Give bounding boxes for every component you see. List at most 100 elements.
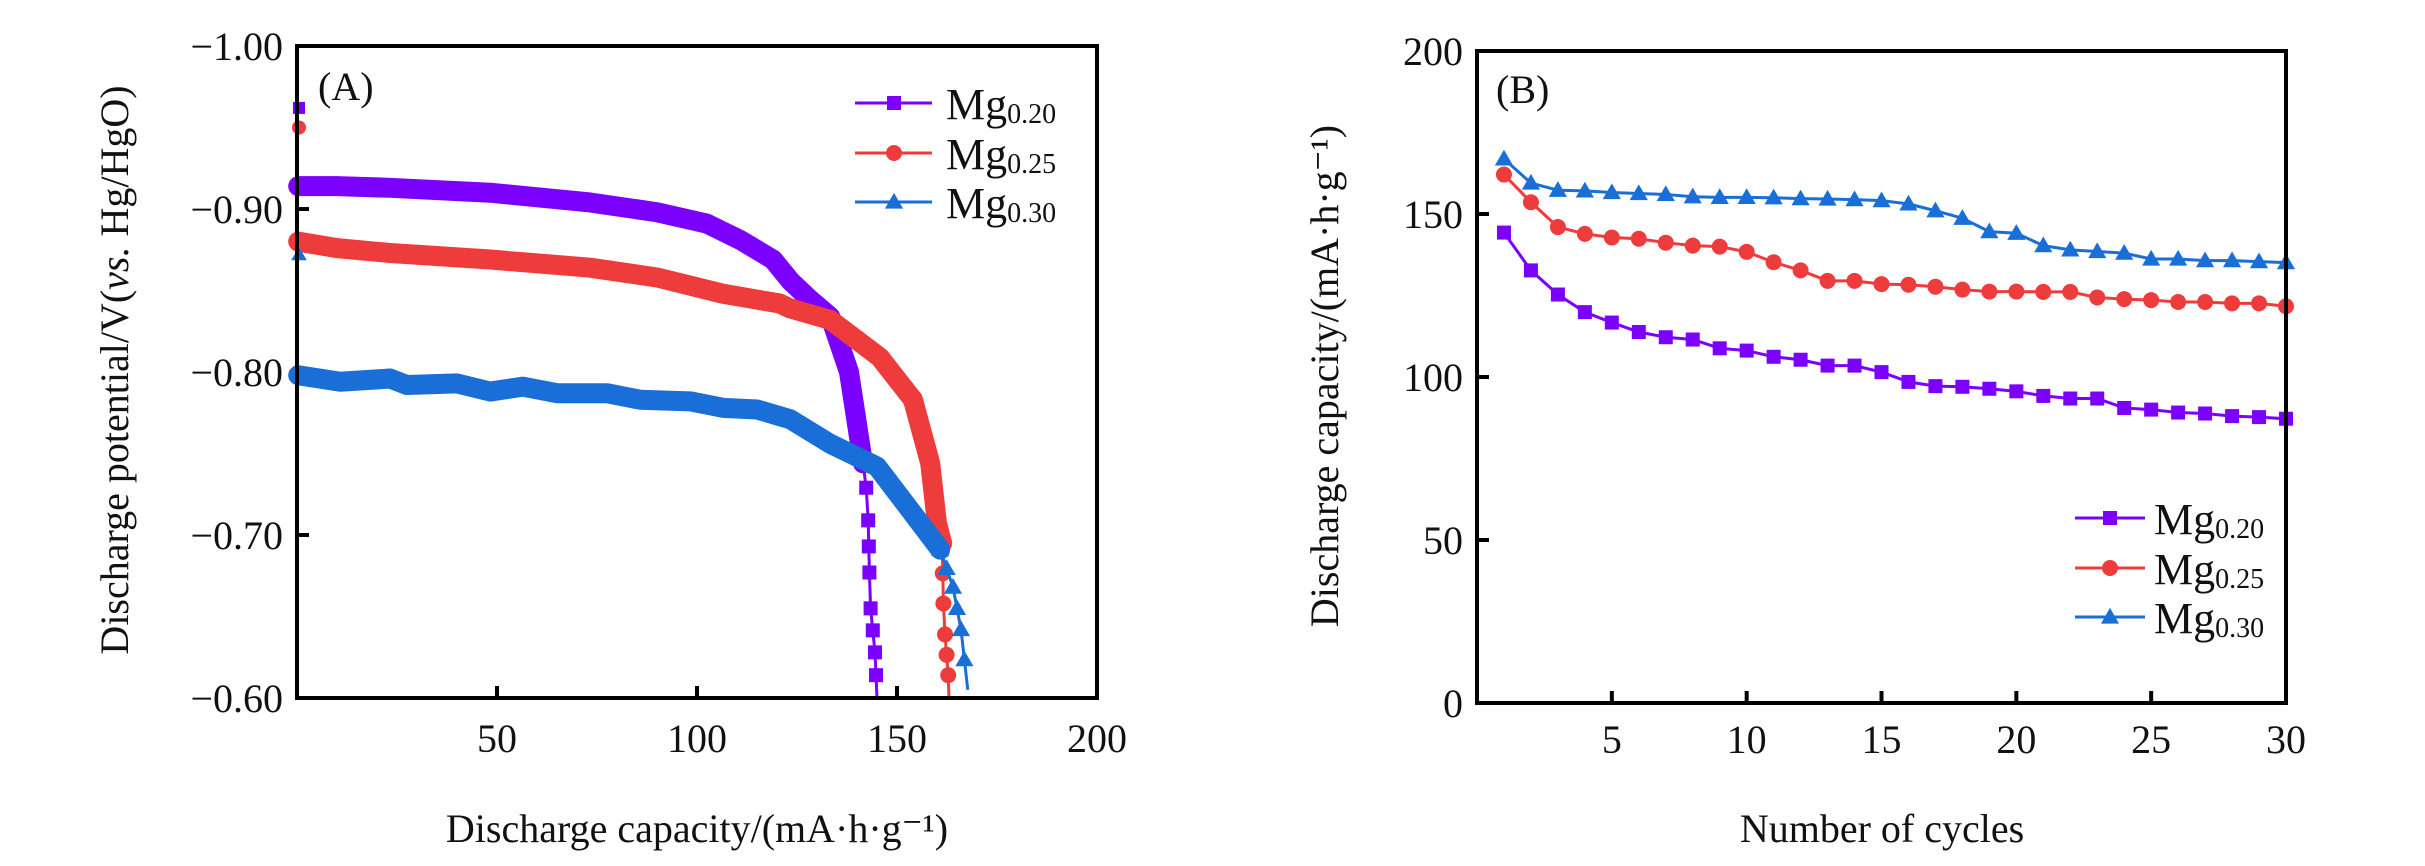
panel-b-x-axis-title: Number of cycles bbox=[1740, 806, 2024, 851]
series-line-tail bbox=[861, 463, 879, 699]
panel-b-label: (B) bbox=[1496, 67, 1549, 112]
data-point bbox=[1685, 332, 1700, 347]
legend-item-Mg0-20: Mg0.20 bbox=[2075, 495, 2264, 545]
data-point bbox=[861, 513, 876, 528]
series-line bbox=[1502, 157, 2287, 265]
data-point bbox=[863, 601, 878, 616]
series-Mg0-30 bbox=[1494, 149, 2296, 270]
data-point bbox=[1739, 343, 1754, 358]
data-point bbox=[1658, 330, 1673, 345]
legend-item-Mg0-25: Mg0.25 bbox=[2075, 545, 2264, 595]
panel-b-series bbox=[1494, 149, 2296, 426]
series-Mg0-30 bbox=[288, 246, 974, 691]
data-point bbox=[869, 668, 883, 683]
series-Mg0-25 bbox=[288, 120, 957, 699]
panel-b-plot-frame bbox=[1475, 49, 2288, 705]
legend-item-Mg0-30: Mg0.30 bbox=[2075, 594, 2264, 644]
data-point bbox=[1926, 201, 1945, 218]
data-point bbox=[2090, 391, 2105, 406]
y-tick-label: 100 bbox=[1403, 355, 1463, 400]
data-point bbox=[1819, 272, 1836, 289]
data-point bbox=[2251, 295, 2268, 312]
x-tick-label: 50 bbox=[477, 716, 517, 761]
data-point bbox=[1737, 188, 1756, 204]
y-tick-label: −0.60 bbox=[190, 676, 283, 721]
data-point bbox=[1549, 219, 1566, 236]
data-point bbox=[1766, 349, 1781, 364]
data-point bbox=[2198, 406, 2213, 421]
data-point bbox=[868, 645, 882, 660]
data-point bbox=[1602, 183, 1621, 200]
data-point bbox=[861, 539, 876, 554]
legend-item-Mg0-25: Mg0.25 bbox=[855, 130, 1056, 180]
y-tick-label: −0.90 bbox=[190, 187, 283, 232]
data-point bbox=[2142, 249, 2161, 266]
data-point bbox=[935, 595, 952, 612]
x-tick-label: 150 bbox=[867, 716, 927, 761]
panel-b-y-axis-title: Discharge capacity/(mA·h·g⁻¹) bbox=[1302, 125, 1347, 627]
data-point bbox=[1711, 238, 1728, 255]
x-tick-label: 15 bbox=[1862, 717, 1902, 762]
legend-label: Mg0.20 bbox=[2154, 495, 2264, 545]
triangle-marker-icon bbox=[2100, 607, 2120, 624]
data-point bbox=[2062, 283, 2079, 300]
data-point bbox=[1845, 190, 1864, 207]
data-point bbox=[1874, 365, 1889, 380]
data-point bbox=[1738, 243, 1755, 260]
data-point bbox=[1953, 209, 1972, 225]
data-point bbox=[1955, 379, 1970, 394]
data-point bbox=[955, 650, 974, 667]
data-point bbox=[1521, 173, 1541, 190]
panel-a-y-ticks: −1.00 −0.90 −0.80 −0.70 −0.60 bbox=[190, 24, 309, 721]
data-point bbox=[1522, 194, 1539, 211]
data-point bbox=[1981, 283, 1998, 300]
square-marker-icon bbox=[2103, 511, 2117, 525]
data-point bbox=[2117, 400, 2132, 415]
data-point bbox=[931, 540, 950, 557]
legend-label: Mg0.25 bbox=[2154, 545, 2264, 595]
data-point bbox=[1548, 181, 1567, 197]
data-point bbox=[1657, 234, 1674, 251]
data-point bbox=[1791, 189, 1810, 206]
series-Mg0-20 bbox=[1496, 225, 2293, 426]
data-point bbox=[2249, 252, 2269, 269]
data-point bbox=[1954, 281, 1971, 298]
data-point bbox=[2116, 291, 2133, 308]
y-tick-label: −0.70 bbox=[190, 513, 283, 558]
data-point bbox=[1900, 276, 1917, 293]
data-point bbox=[2034, 236, 2053, 253]
panel-a-x-axis-title: Discharge capacity/(mA·h·g⁻¹) bbox=[446, 806, 948, 851]
data-point bbox=[947, 599, 967, 615]
data-point bbox=[951, 620, 971, 637]
panel-a-plot-frame bbox=[295, 44, 1099, 700]
data-point bbox=[2197, 294, 2214, 311]
data-point bbox=[1684, 237, 1701, 254]
data-point bbox=[1980, 222, 1999, 239]
panel-b-y-ticks: 0 50 100 150 200 bbox=[1403, 29, 1489, 726]
legend-item-Mg0-30: Mg0.30 bbox=[855, 179, 1056, 229]
panel-a-series bbox=[288, 101, 974, 699]
data-point bbox=[1846, 272, 1863, 289]
panel-a-y-axis-title: Discharge potential/V(vs. Hg/HgO) bbox=[92, 85, 137, 654]
panel-a: Discharge potential/V(vs. Hg/HgO) Discha… bbox=[92, 24, 1127, 851]
data-point bbox=[2224, 295, 2241, 312]
data-point bbox=[1982, 381, 1997, 396]
data-point bbox=[938, 646, 955, 663]
data-point bbox=[2143, 292, 2160, 309]
data-point bbox=[1575, 181, 1594, 198]
data-point bbox=[1820, 358, 1835, 373]
data-point bbox=[865, 623, 880, 638]
panel-a-label: (A) bbox=[318, 64, 374, 109]
data-point bbox=[2169, 249, 2188, 266]
data-point bbox=[2115, 244, 2134, 260]
data-point bbox=[1656, 185, 1675, 202]
data-point bbox=[2170, 294, 2187, 311]
data-point bbox=[1901, 374, 1916, 389]
data-point bbox=[940, 667, 957, 684]
panel-a-x-ticks: 50 100 150 200 bbox=[477, 686, 1127, 761]
data-point bbox=[1818, 189, 1837, 206]
data-point bbox=[1523, 263, 1538, 278]
data-point bbox=[1899, 194, 1918, 211]
